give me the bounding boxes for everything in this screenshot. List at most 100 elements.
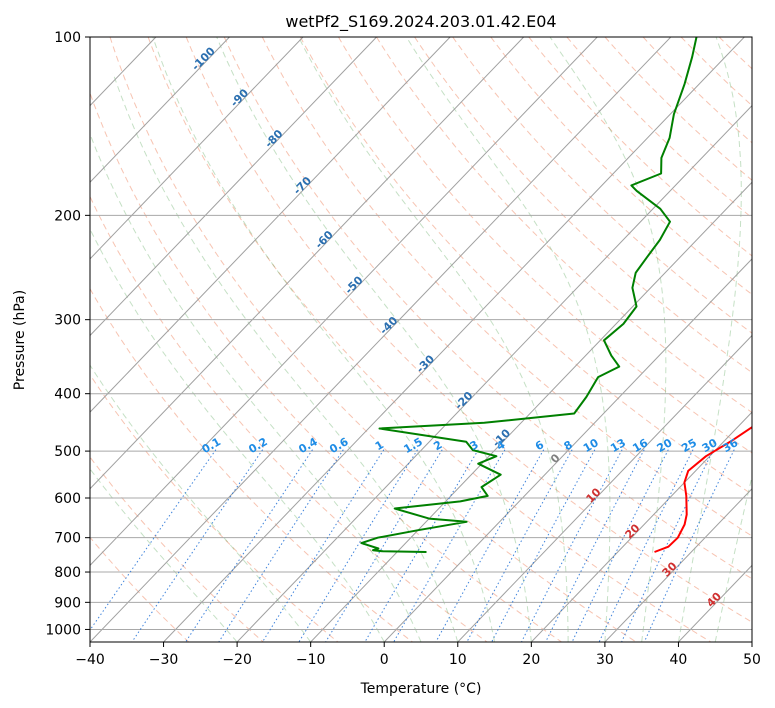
x-axis-label: Temperature (°C) xyxy=(360,681,482,697)
isotherm-line xyxy=(90,37,304,260)
moist-adiabat xyxy=(549,37,667,642)
plot-frame xyxy=(89,36,753,643)
isotherm-label: 20 xyxy=(623,521,643,541)
y-tick-label: 200 xyxy=(54,208,81,224)
isotherm-label: -20 xyxy=(452,389,475,412)
dry-adiabat xyxy=(718,37,752,70)
isotherm-line xyxy=(530,411,752,642)
y-axis-label: Pressure (hPa) xyxy=(12,290,28,390)
mixing-ratio-label: 16 xyxy=(630,436,650,455)
y-tick-label: 400 xyxy=(54,387,81,403)
mixing-ratio-line xyxy=(325,449,443,642)
x-tick-label: −10 xyxy=(296,652,326,668)
isotherm-line xyxy=(90,37,672,642)
isotherm-line xyxy=(90,37,598,567)
mixing-ratio-line xyxy=(185,449,313,642)
dry-adiabat xyxy=(414,37,752,374)
mixing-ratio-label: 1.5 xyxy=(402,435,425,456)
isotherm-label: 40 xyxy=(704,590,724,610)
mixing-ratio-label: 0.2 xyxy=(246,435,269,456)
x-tick-label: 10 xyxy=(449,652,467,668)
dry-adiabat xyxy=(261,37,752,537)
y-tick-label: 100 xyxy=(54,30,81,46)
y-tick-label: 300 xyxy=(54,313,81,329)
x-tick-label: 0 xyxy=(380,652,389,668)
isotherm-line xyxy=(236,104,752,642)
dry-adiabat xyxy=(185,37,752,623)
mixing-ratio-line xyxy=(598,449,694,642)
moist-adiabat xyxy=(216,37,532,642)
isotherm-line xyxy=(383,258,752,642)
dry-adiabat xyxy=(90,373,339,642)
isotherm-label: -30 xyxy=(414,352,437,375)
mixing-ratio-label: 0.6 xyxy=(327,435,351,456)
x-tick-label: 50 xyxy=(743,652,761,668)
dry-adiabat xyxy=(642,37,752,144)
dry-adiabat xyxy=(90,91,562,642)
isotherm-label: -60 xyxy=(313,228,336,251)
moist-adiabat xyxy=(298,37,569,642)
moist-adiabat xyxy=(152,37,496,642)
isotherm-line xyxy=(90,37,451,413)
x-tick-label: 30 xyxy=(596,652,614,668)
background-reference-lines xyxy=(0,37,752,642)
y-tick-label: 800 xyxy=(54,565,81,581)
dry-adiabat xyxy=(90,456,264,642)
isotherm-label: 30 xyxy=(660,559,680,579)
y-tick-label: 600 xyxy=(54,491,81,507)
x-axis-ticks: −40 −30 −20 −10 0 10 20 30 40 50 xyxy=(75,642,761,668)
y-axis-ticks: 100 200 300 400 500 600 700 800 900 1000 xyxy=(45,30,90,638)
dry-adiabat xyxy=(452,37,752,334)
isotherm-line xyxy=(163,37,745,642)
isotherm-label: -70 xyxy=(291,174,314,197)
dry-adiabat xyxy=(604,37,752,181)
moist-adiabat xyxy=(405,37,611,642)
mixing-ratio-label: 13 xyxy=(608,436,628,455)
isotherm-line xyxy=(0,37,9,642)
mixing-ratio-line xyxy=(393,449,506,642)
mixing-ratio-line xyxy=(298,449,418,642)
sounding-series xyxy=(360,37,752,553)
moist-adiabat xyxy=(90,364,312,642)
isotherm-line xyxy=(457,334,752,642)
mixing-ratio-line xyxy=(491,449,596,642)
isotherm-line xyxy=(751,641,752,642)
series-temperature-line xyxy=(654,425,752,553)
mixing-ratio-label: 36 xyxy=(721,436,741,455)
mixing-ratio-line xyxy=(571,449,669,642)
x-tick-label: −20 xyxy=(222,652,252,668)
mixing-ratio-label: 10 xyxy=(581,436,601,455)
moist-adiabat xyxy=(90,468,238,642)
mixing-ratio-line xyxy=(262,449,385,642)
moist-adiabat xyxy=(112,72,459,642)
isotherm-label: -90 xyxy=(228,86,251,109)
dry-adiabat xyxy=(680,37,752,107)
mixing-ratio-label: 30 xyxy=(700,436,720,455)
moist-adiabat xyxy=(677,37,742,642)
isotherm-line xyxy=(90,37,230,183)
isotherm-label: -100 xyxy=(189,44,218,73)
isotherm-line xyxy=(90,37,377,337)
isotherm-label: -40 xyxy=(377,314,400,337)
dry-adiabat xyxy=(338,37,752,454)
dry-adiabat xyxy=(90,287,413,642)
mixing-ratio-label: 0.1 xyxy=(200,435,223,456)
dry-adiabat xyxy=(147,37,712,642)
mixing-ratio-label: 25 xyxy=(679,436,699,455)
mixing-ratio-line xyxy=(643,449,735,642)
mixing-ratio-line xyxy=(521,449,623,642)
mixing-ratio-line xyxy=(90,449,217,631)
line-labels: -100-90-80-70-60-50-40-30-20-10010203040… xyxy=(189,44,740,609)
y-tick-label: 900 xyxy=(54,595,81,611)
mixing-ratio-line xyxy=(364,449,479,642)
isotherm-line xyxy=(90,37,525,490)
y-tick-label: 500 xyxy=(54,444,81,460)
x-tick-label: −40 xyxy=(75,652,105,668)
dry-adiabat xyxy=(109,37,637,642)
isotherm-line xyxy=(678,564,752,642)
series-dewpoint-line xyxy=(360,37,698,553)
x-tick-label: 40 xyxy=(670,652,688,668)
moist-adiabat xyxy=(714,474,752,642)
dry-adiabat xyxy=(528,37,752,257)
